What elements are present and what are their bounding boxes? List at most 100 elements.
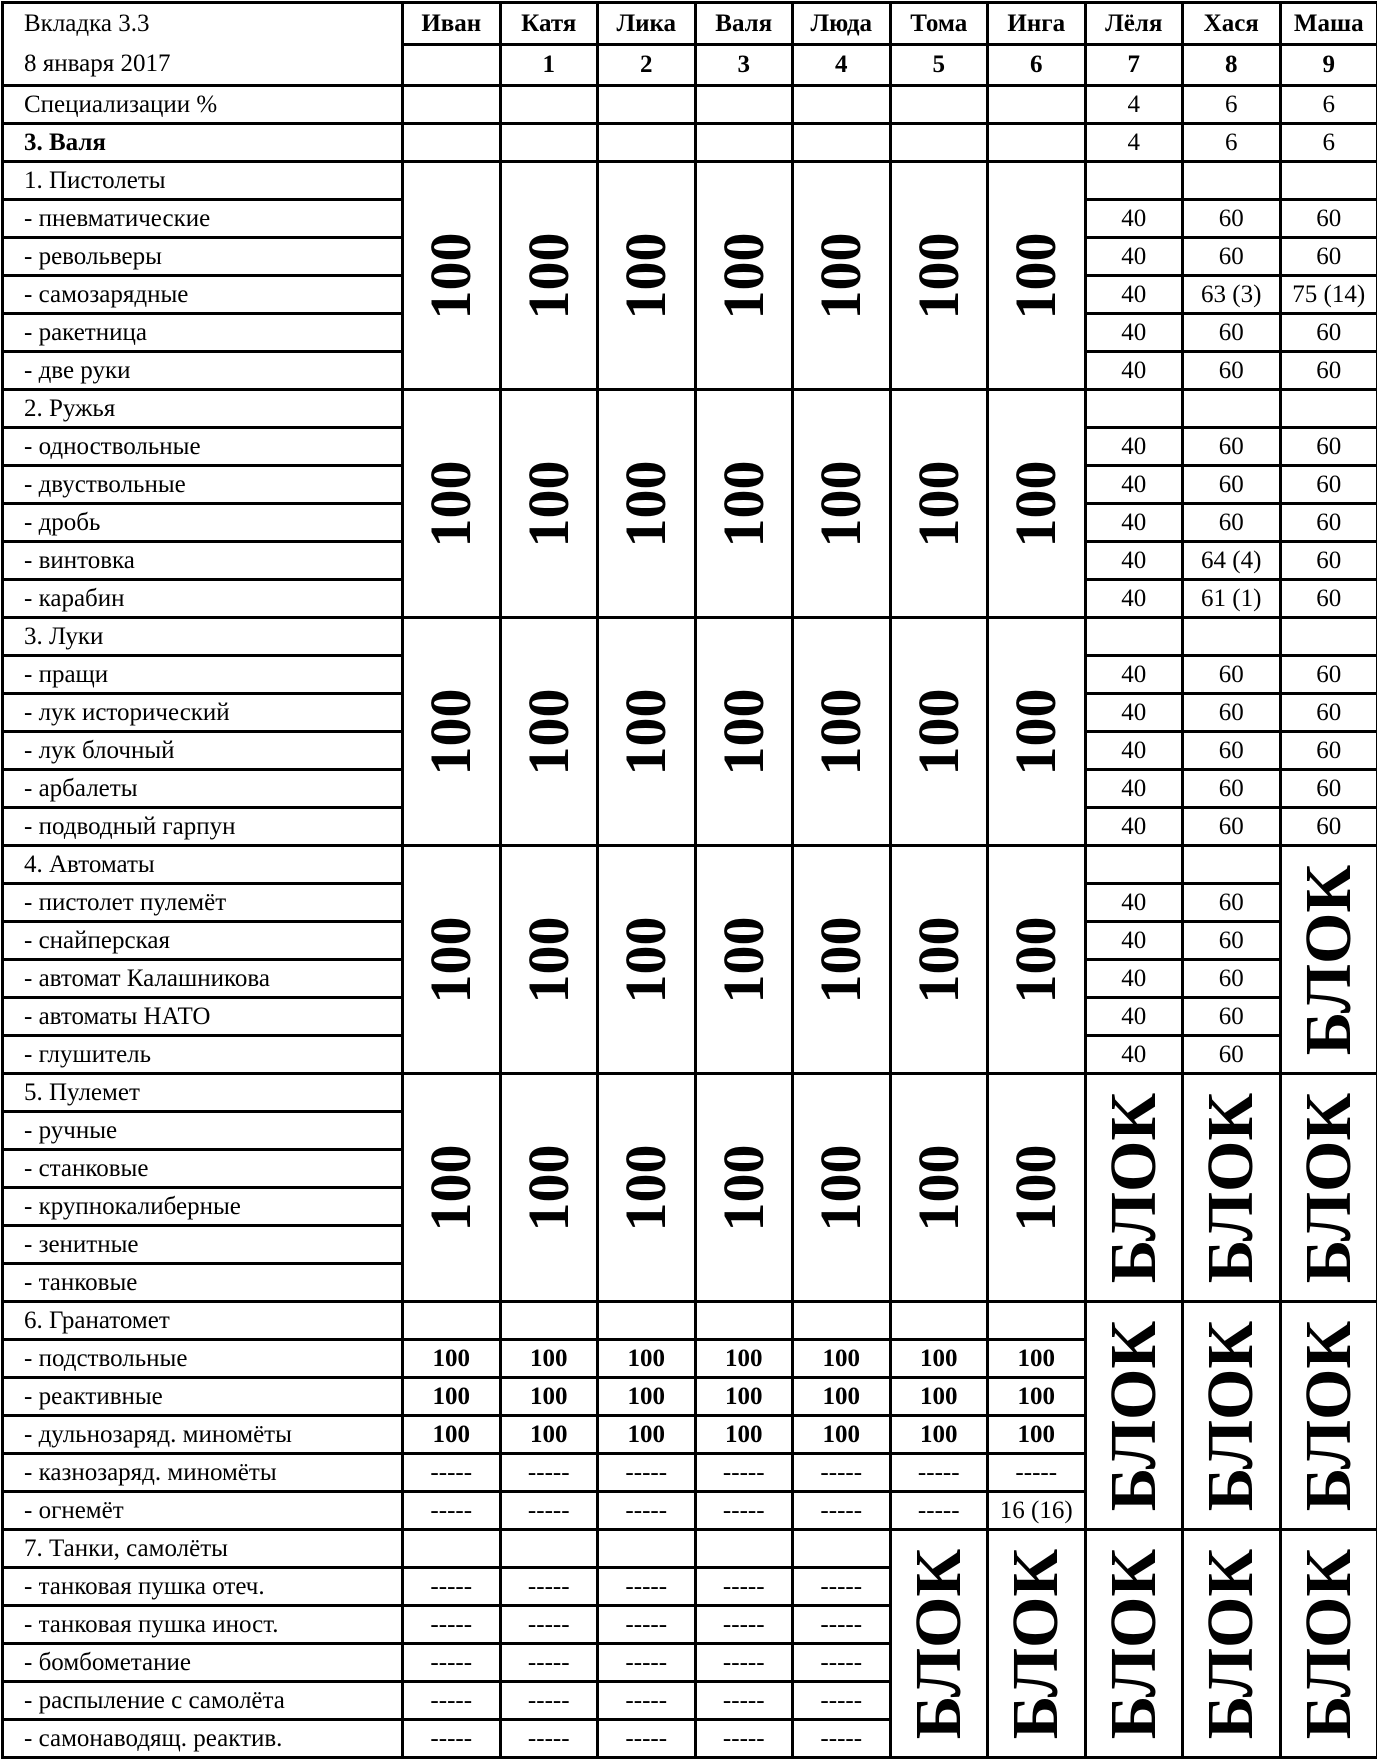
merged-value-cell: 100 [890, 390, 988, 618]
value-cell: 60 [1183, 694, 1281, 732]
value-cell: ----- [500, 1492, 598, 1530]
column-name: Хася [1183, 3, 1281, 45]
merged-value: 100 [812, 916, 870, 1003]
item-label: - лук исторический [3, 694, 403, 732]
value-cell: 60 [1183, 200, 1281, 238]
item-label: - двуствольные [3, 466, 403, 504]
blocked-cell: БЛОК [1280, 1074, 1377, 1302]
item-label: - пращи [3, 656, 403, 694]
merged-value: 100 [1007, 916, 1065, 1003]
merged-value: 100 [715, 916, 773, 1003]
merged-value: 100 [715, 232, 773, 319]
value-cell: 100 [988, 1416, 1086, 1454]
item-label: - снайперская [3, 922, 403, 960]
section-title: 1. Пистолеты [3, 162, 403, 200]
value-cell: 60 [1280, 428, 1377, 466]
value-cell: 100 [403, 1416, 501, 1454]
blocked-cell: БЛОК [890, 1530, 988, 1758]
merged-value: 100 [520, 688, 578, 775]
value-cell: 100 [403, 1378, 501, 1416]
merged-value: 100 [617, 460, 675, 547]
value-cell: ----- [403, 1568, 501, 1606]
item-label: - самозарядные [3, 276, 403, 314]
merged-value: БЛОК [1003, 1548, 1069, 1738]
value-cell: 100 [890, 1378, 988, 1416]
value-cell [988, 86, 1086, 124]
value-cell: 63 (3) [1183, 276, 1281, 314]
merged-value: БЛОК [1198, 1548, 1264, 1738]
value-cell: 40 [1085, 580, 1183, 618]
merged-value-cell: 100 [695, 618, 793, 846]
sheet-title: Вкладка 3.3 [24, 4, 401, 44]
value-cell: 60 [1280, 694, 1377, 732]
blocked-cell: БЛОК [1085, 1074, 1183, 1302]
value-cell [1183, 162, 1281, 200]
column-number: 8 [1183, 44, 1281, 86]
value-cell [500, 86, 598, 124]
value-cell [793, 124, 891, 162]
merged-value: 100 [715, 460, 773, 547]
merged-value: 100 [520, 916, 578, 1003]
value-cell [1183, 618, 1281, 656]
value-cell: 40 [1085, 960, 1183, 998]
blocked-cell: БЛОК [1183, 1530, 1281, 1758]
merged-value: БЛОК [1198, 1092, 1264, 1282]
merged-value: БЛОК [1296, 864, 1362, 1054]
merged-value: 100 [422, 1144, 480, 1231]
value-cell: 100 [500, 1378, 598, 1416]
merged-value: БЛОК [1296, 1320, 1362, 1510]
value-cell [1280, 162, 1377, 200]
merged-value: 100 [617, 688, 675, 775]
item-label: - бомбометание [3, 1644, 403, 1682]
merged-value-cell: 100 [793, 846, 891, 1074]
item-label: - подводный гарпун [3, 808, 403, 846]
value-cell [988, 124, 1086, 162]
value-cell: ----- [695, 1682, 793, 1720]
value-cell: 100 [598, 1378, 696, 1416]
item-label: - самонаводящ. реактив. [3, 1720, 403, 1758]
merged-value-cell: 100 [598, 846, 696, 1074]
value-cell: 60 [1280, 542, 1377, 580]
value-cell: 60 [1183, 314, 1281, 352]
value-cell: 60 [1183, 1036, 1281, 1074]
value-cell: 64 (4) [1183, 542, 1281, 580]
merged-value-cell: 100 [890, 846, 988, 1074]
value-cell: ----- [403, 1606, 501, 1644]
value-cell: 40 [1085, 922, 1183, 960]
column-name: Маша [1280, 3, 1377, 45]
value-cell [500, 124, 598, 162]
value-cell: 40 [1085, 884, 1183, 922]
item-label: - ракетница [3, 314, 403, 352]
value-cell: 60 [1280, 656, 1377, 694]
value-cell: 40 [1085, 276, 1183, 314]
value-cell: 100 [403, 1340, 501, 1378]
merged-value-cell: 100 [695, 846, 793, 1074]
merged-value-cell: 100 [890, 618, 988, 846]
value-cell: ----- [500, 1606, 598, 1644]
blocked-cell: БЛОК [988, 1530, 1086, 1758]
column-number: 5 [890, 44, 988, 86]
value-cell: ----- [500, 1720, 598, 1758]
value-cell [695, 86, 793, 124]
item-label: - пистолет пулемёт [3, 884, 403, 922]
value-cell [403, 1302, 501, 1340]
column-name: Иван [403, 3, 501, 45]
merged-value: 100 [715, 688, 773, 775]
item-label: - одноствольные [3, 428, 403, 466]
value-cell: ----- [500, 1644, 598, 1682]
value-cell: 60 [1280, 808, 1377, 846]
value-cell: 60 [1280, 580, 1377, 618]
value-cell: 100 [598, 1340, 696, 1378]
value-cell: ----- [403, 1492, 501, 1530]
value-cell: 100 [695, 1340, 793, 1378]
value-cell: 60 [1183, 656, 1281, 694]
value-cell: 100 [598, 1416, 696, 1454]
value-cell: ----- [500, 1454, 598, 1492]
value-cell [1280, 390, 1377, 428]
value-cell: 6 [1280, 124, 1377, 162]
